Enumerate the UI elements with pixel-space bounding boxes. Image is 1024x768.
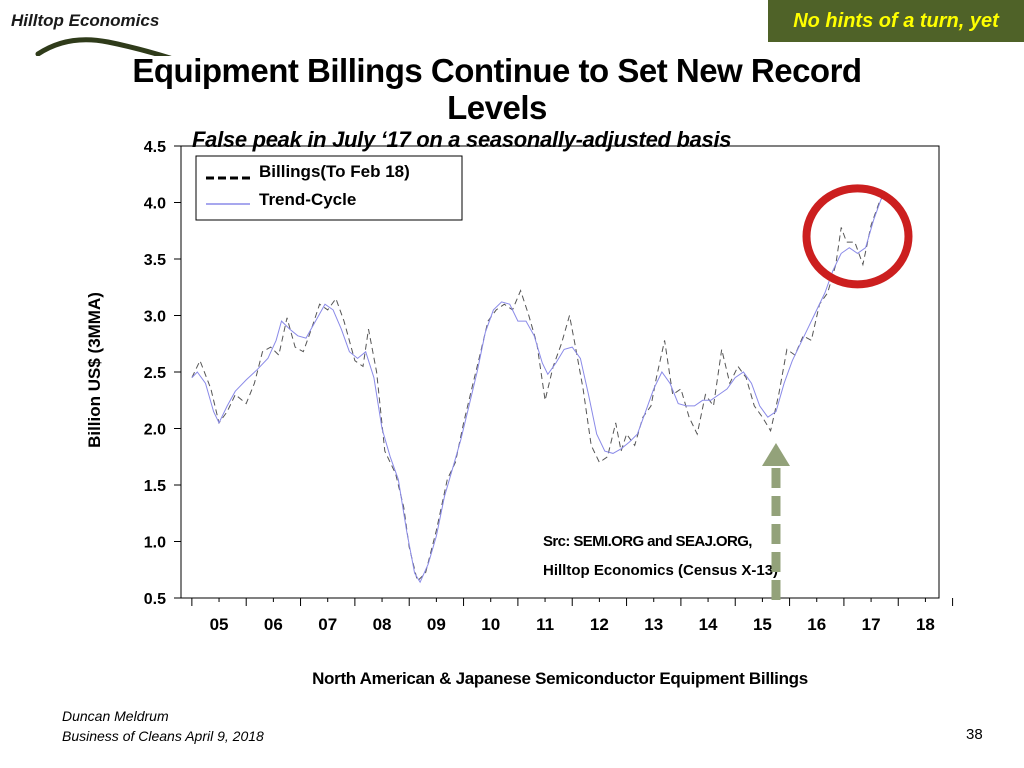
slide-title: Equipment Billings Continue to Set New R… (132, 52, 862, 126)
y-tick-label: 4.5 (144, 139, 166, 156)
legend-label-billings: Billings(To Feb 18) (259, 162, 410, 181)
footer-author: Duncan Meldrum (62, 708, 169, 724)
series-billings-line (191, 193, 886, 582)
x-tick-label: 09 (427, 615, 446, 634)
headline-badge: No hints of a turn, yet (768, 0, 1024, 42)
logo-swoosh-icon (35, 37, 172, 56)
x-tick-label: 06 (264, 615, 283, 634)
y-tick-label: 0.5 (144, 591, 166, 608)
footer-event: Business of Cleans April 9, 2018 (62, 728, 264, 744)
source-annotation-line2: Hilltop Economics (Census X-13) (543, 562, 778, 579)
y-tick-label: 2.5 (144, 365, 166, 382)
legend-label-trend: Trend-Cycle (259, 190, 356, 209)
y-tick-label: 4.0 (144, 196, 166, 213)
legend-box (195, 155, 463, 221)
x-tick-label: 14 (699, 615, 718, 634)
x-tick-label: 07 (318, 615, 337, 634)
x-tick-label: 16 (807, 615, 826, 634)
x-tick-label: 12 (590, 615, 609, 634)
x-tick-label: 05 (210, 615, 229, 634)
page-number: 38 (966, 726, 983, 743)
x-axis-title: North American & Japanese Semiconductor … (312, 669, 808, 688)
y-tick-label: 1.5 (144, 478, 166, 495)
x-tick-label: 11 (536, 615, 554, 634)
source-annotation-line1: Src: SEMI.ORG and SEAJ.ORG, (543, 533, 752, 550)
y-tick-label: 3.5 (144, 252, 166, 269)
x-tick-label: 13 (644, 615, 663, 634)
highlight-circle (802, 184, 913, 289)
x-tick-label: 15 (753, 615, 772, 634)
y-tick-label: 2.0 (144, 422, 166, 439)
x-tick-label: 10 (481, 615, 500, 634)
arrow-head-icon (761, 443, 790, 466)
series-trend-line (191, 190, 886, 584)
logo-text: Hilltop Economics (11, 11, 160, 30)
x-tick-label: 08 (373, 615, 392, 634)
y-tick-label: 1.0 (144, 535, 166, 552)
y-tick-label: 3.0 (144, 309, 166, 326)
x-tick-label: 17 (862, 615, 881, 634)
hilltop-logo: Hilltop Economics (8, 6, 178, 56)
x-tick-label: 18 (916, 615, 935, 634)
chart-subtitle: False peak in July ‘17 on a seasonally-a… (192, 127, 732, 152)
y-axis-label: Billion US$ (3MMA) (85, 292, 104, 448)
